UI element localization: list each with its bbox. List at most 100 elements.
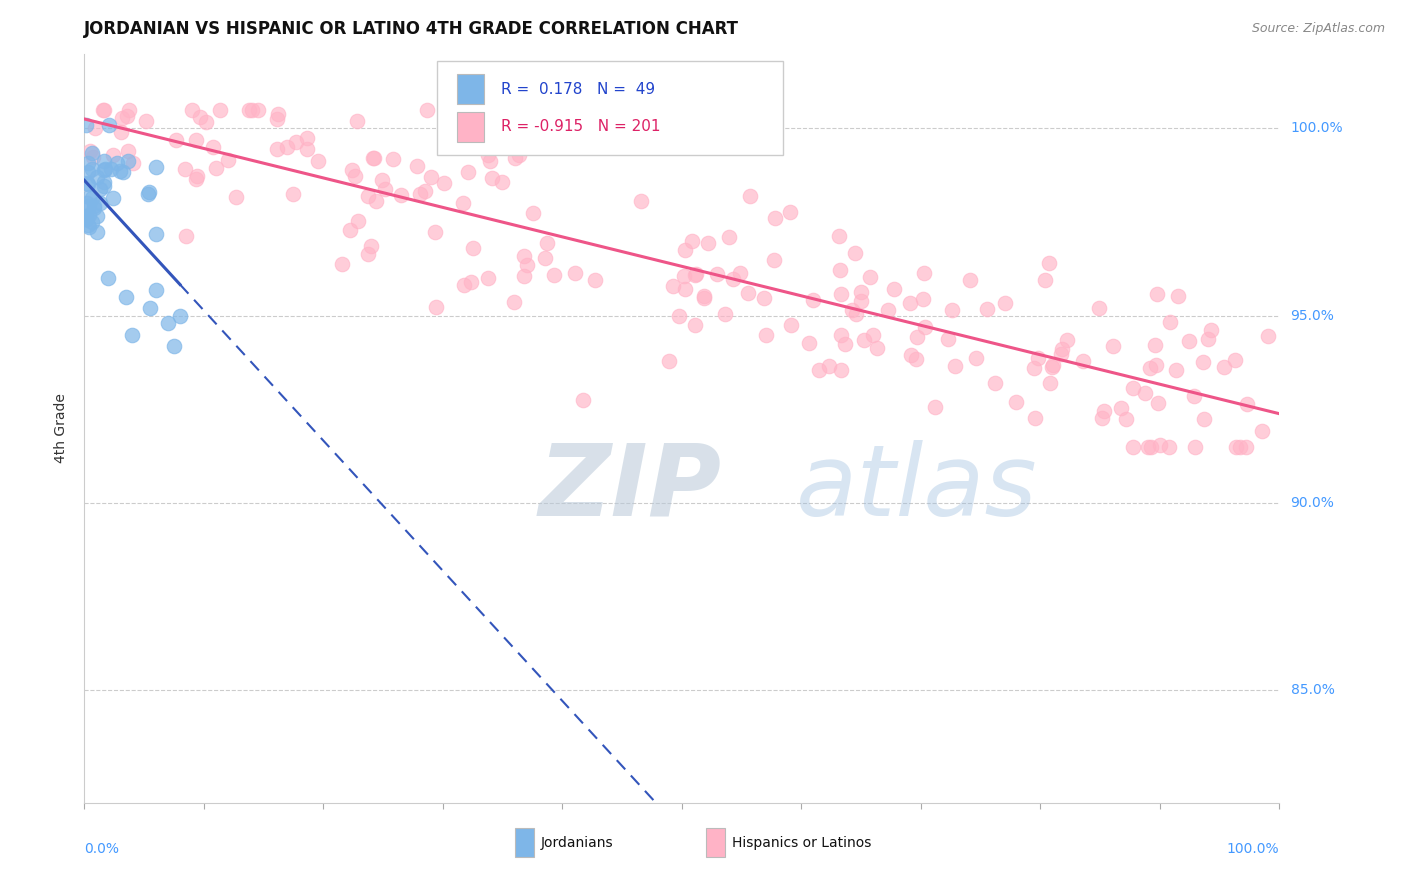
Point	[115, 290, 138, 304]
Point	[139, 301, 162, 316]
Y-axis label: 4th Grade: 4th Grade	[55, 393, 69, 463]
Point	[936, 332, 959, 346]
Point	[79, 199, 101, 213]
Point	[83, 199, 105, 213]
Text: JORDANIAN VS HISPANIC OR LATINO 4TH GRADE CORRELATION CHART: JORDANIAN VS HISPANIC OR LATINO 4TH GRAD…	[84, 21, 740, 38]
Point	[721, 272, 744, 286]
Point	[451, 196, 474, 211]
Point	[943, 359, 966, 373]
Point	[406, 159, 429, 173]
Text: 85.0%: 85.0%	[1291, 683, 1334, 698]
Text: Source: ZipAtlas.com: Source: ZipAtlas.com	[1251, 22, 1385, 36]
Point	[841, 303, 863, 318]
Point	[1092, 403, 1115, 417]
Point	[285, 135, 308, 149]
Point	[1234, 440, 1257, 454]
Point	[683, 268, 706, 283]
Text: 90.0%: 90.0%	[1291, 496, 1334, 510]
Point	[433, 176, 456, 190]
Point	[111, 111, 134, 125]
Point	[165, 133, 187, 147]
Text: R =  0.178   N =  49: R = 0.178 N = 49	[502, 82, 655, 97]
Point	[673, 244, 696, 258]
Point	[1039, 376, 1062, 391]
Point	[762, 252, 785, 267]
Point	[817, 359, 839, 373]
Point	[844, 246, 866, 260]
Point	[413, 184, 436, 198]
Point	[93, 175, 115, 189]
Point	[672, 269, 695, 284]
FancyBboxPatch shape	[437, 61, 783, 154]
Point	[912, 266, 935, 280]
Point	[357, 188, 380, 202]
Point	[508, 148, 530, 162]
Point	[966, 351, 988, 365]
Point	[89, 195, 111, 210]
Point	[959, 273, 981, 287]
Point	[157, 316, 180, 330]
Point	[536, 235, 558, 250]
Point	[342, 162, 364, 177]
Point	[1109, 401, 1132, 415]
Point	[513, 268, 536, 283]
Point	[77, 156, 100, 170]
Point	[297, 131, 319, 145]
Point	[503, 294, 526, 309]
Point	[98, 118, 121, 132]
Point	[478, 154, 501, 169]
Point	[357, 247, 380, 261]
Point	[169, 309, 191, 323]
Point	[1122, 381, 1144, 395]
Point	[1159, 315, 1181, 329]
Bar	[457, 75, 484, 104]
Point	[831, 287, 853, 301]
Point	[668, 309, 690, 323]
Point	[425, 300, 447, 314]
Point	[174, 162, 197, 177]
Point	[363, 151, 385, 165]
Text: R = -0.915   N = 201: R = -0.915 N = 201	[502, 120, 661, 135]
Point	[491, 175, 513, 189]
Point	[477, 148, 499, 162]
Point	[585, 132, 607, 146]
Point	[93, 161, 115, 176]
Point	[145, 283, 167, 297]
Point	[117, 153, 139, 168]
Point	[75, 212, 97, 227]
Point	[859, 270, 882, 285]
Point	[755, 328, 778, 343]
Point	[697, 235, 720, 250]
Point	[1115, 412, 1137, 426]
Point	[463, 241, 485, 255]
Point	[77, 178, 100, 192]
Point	[1213, 359, 1236, 374]
Point	[876, 303, 898, 318]
Point	[941, 303, 963, 318]
Point	[752, 292, 775, 306]
Point	[363, 151, 385, 165]
Point	[93, 154, 115, 169]
Point	[344, 169, 367, 183]
Point	[1050, 347, 1073, 361]
Point	[80, 161, 103, 176]
Point	[101, 191, 124, 205]
Point	[912, 292, 935, 306]
Point	[83, 202, 105, 216]
Point	[453, 277, 475, 292]
Point	[145, 160, 167, 174]
Point	[866, 342, 889, 356]
Point	[713, 307, 735, 321]
Point	[111, 165, 134, 179]
Point	[184, 172, 207, 186]
Point	[110, 124, 132, 138]
Point	[346, 214, 368, 228]
Point	[1042, 359, 1064, 373]
Point	[330, 257, 353, 271]
Point	[1024, 361, 1046, 376]
Point	[117, 144, 139, 158]
Point	[914, 320, 936, 334]
Point	[1050, 342, 1073, 356]
Point	[706, 267, 728, 281]
Point	[681, 234, 703, 248]
